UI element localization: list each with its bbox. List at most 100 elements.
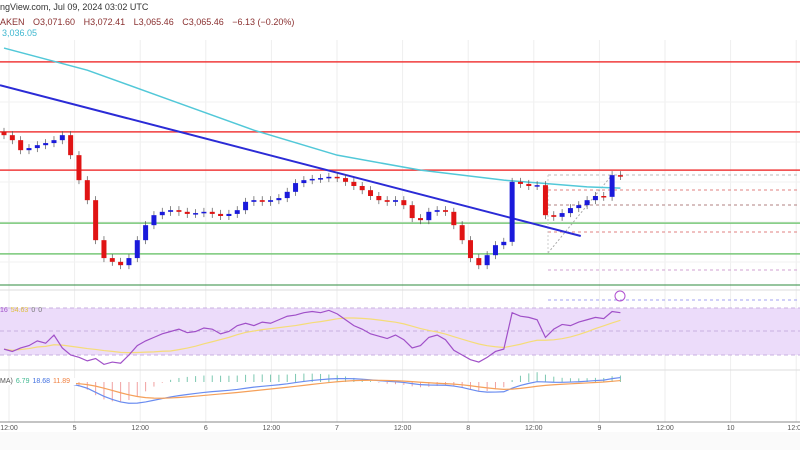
x-tick-label: 8 [466, 425, 470, 432]
x-tick-label: 7 [335, 425, 339, 432]
candle [93, 200, 99, 241]
candle [34, 145, 40, 149]
candle [126, 258, 132, 266]
candle [68, 135, 74, 156]
x-tick-label: 10 [727, 425, 735, 432]
candle [609, 175, 615, 197]
candle [176, 210, 182, 212]
macd-legend: MA) 6.79 18.68 11.89 [0, 378, 76, 385]
footer-bar [0, 432, 800, 450]
candle [209, 211, 215, 214]
candle [542, 185, 548, 216]
candle [467, 240, 473, 259]
candle [151, 215, 157, 226]
candle [592, 196, 598, 201]
candle [517, 181, 523, 184]
candle [184, 211, 190, 214]
candle [551, 215, 557, 217]
candle [193, 213, 199, 215]
candle [168, 210, 174, 212]
candle [309, 178, 315, 181]
candle [143, 225, 149, 241]
candle [118, 261, 124, 266]
candle [434, 210, 440, 212]
candle [51, 140, 57, 144]
candle [76, 155, 82, 181]
candle [418, 218, 423, 221]
x-tick-label: 12:00 [394, 425, 412, 432]
candle [26, 148, 32, 151]
x-tick-label: 5 [73, 425, 77, 432]
x-tick-label: 12:00 [0, 425, 18, 432]
trendline [0, 84, 582, 237]
candle [201, 211, 207, 214]
candle [492, 245, 498, 256]
candle [284, 191, 290, 199]
alert-icon [614, 290, 626, 302]
x-tick-label: 12:00 [656, 425, 674, 432]
open-value: O3,071.60 [33, 17, 76, 27]
candle [601, 196, 607, 198]
candle [567, 208, 573, 214]
candle [318, 178, 324, 180]
sma-legend: 3,036.05 [2, 28, 38, 38]
candle [276, 198, 282, 201]
close-value: C3,065.46 [182, 17, 224, 27]
candle [401, 200, 407, 206]
candle [393, 200, 399, 202]
candle [9, 135, 15, 141]
x-tick-label: 12:00 [787, 425, 800, 432]
candle [59, 135, 65, 141]
header-source: ngView.com, Jul 09, 2024 03:02 UTC [0, 2, 149, 12]
symbol: AKEN [0, 17, 25, 27]
candle [501, 241, 507, 246]
candle [368, 190, 374, 196]
x-tick-label: 12:00 [525, 425, 543, 432]
candle [459, 225, 465, 241]
candle [534, 185, 540, 187]
candle [84, 180, 90, 201]
candle [484, 255, 490, 266]
x-tick-label: 6 [204, 425, 208, 432]
candle [43, 143, 49, 146]
candle [134, 240, 140, 259]
macd-line [3, 376, 621, 404]
candle [617, 175, 623, 177]
candle [251, 200, 257, 202]
candle [301, 180, 307, 184]
ohlc-legend: AKEN O3,071.60 H3,072.41 L3,065.46 C3,06… [0, 17, 300, 27]
candle [326, 176, 332, 179]
x-tick-label: 9 [597, 425, 601, 432]
candle [18, 140, 24, 151]
candle [451, 211, 457, 226]
candle [334, 176, 340, 179]
candle [109, 258, 115, 262]
signal-line [3, 379, 621, 399]
candle [442, 210, 448, 212]
rsi-line [3, 309, 621, 366]
candle [293, 183, 299, 192]
rsi-ma-line [3, 317, 621, 354]
x-tick-label: 12:00 [131, 425, 149, 432]
candle [359, 186, 365, 191]
candle [218, 213, 224, 216]
candle [1, 131, 7, 136]
candle [526, 183, 532, 186]
candle [476, 258, 482, 266]
candle [576, 205, 582, 209]
candle [226, 213, 232, 216]
candle [351, 181, 357, 186]
candle [426, 211, 432, 221]
candle [343, 178, 349, 182]
candle [259, 200, 265, 202]
candle [376, 196, 382, 201]
low-value: L3,065.46 [133, 17, 174, 27]
candle [101, 240, 107, 259]
rsi-legend: 16 54.63 0 0 [0, 307, 43, 314]
candle [584, 200, 590, 206]
candle [159, 211, 165, 216]
high-value: H3,072.41 [83, 17, 126, 27]
x-tick-label: 12:00 [263, 425, 281, 432]
candle [243, 201, 249, 211]
